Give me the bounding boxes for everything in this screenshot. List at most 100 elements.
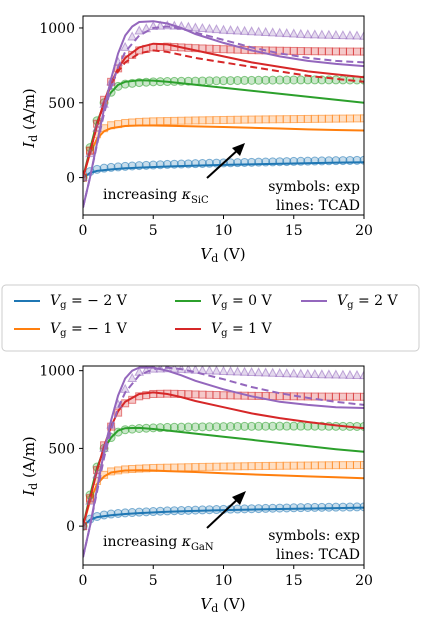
data-marker [246,26,257,36]
note-lines-bottom: lines: TCAD [276,547,360,563]
data-marker [184,463,193,472]
data-marker [191,390,200,399]
data-marker [246,366,257,377]
x-tick-label: 15 [285,223,303,239]
data-marker [253,26,264,36]
data-marker [268,461,277,470]
data-marker [233,421,243,431]
data-marker [211,76,221,86]
data-marker [324,47,333,56]
data-marker [331,392,340,401]
data-marker [288,368,299,378]
data-marker [184,390,193,399]
x-tick-label: 20 [355,223,373,239]
data-marker [204,366,215,375]
note-symbols-top: symbols: exp [268,179,360,195]
chart-bottom: 0 5 10 15 20 0 500 1000 Vd (V) Id (A/m) increa… [20,364,373,615]
data-marker [296,75,306,85]
data-marker [239,25,250,35]
data-marker [275,115,284,124]
data-marker [345,30,355,40]
arrow-bottom [206,491,246,529]
data-marker [247,75,257,85]
data-marker [198,462,207,471]
y-tick-label: 1000 [39,364,75,380]
data-marker [127,31,138,41]
data-marker [225,366,236,376]
data-marker [275,421,285,431]
data-marker [282,461,291,470]
data-marker [345,114,354,123]
data-marker [170,116,179,125]
data-marker [296,47,305,56]
data-marker [303,114,312,123]
data-marker [275,392,284,401]
y-axis-label-bottom: Id (A/m) [20,436,40,497]
data-marker [197,422,207,432]
data-marker [289,46,298,55]
data-marker [352,461,361,470]
series-line [83,25,364,208]
data-marker [205,462,214,471]
series-line [83,124,364,178]
data-marker [226,45,235,54]
series-line [83,42,364,178]
data-marker [324,114,333,123]
x-axis-label-bottom: Vd (V) [200,595,245,615]
data-marker [309,29,320,39]
data-marker [141,23,152,33]
data-marker [170,463,179,472]
data-marker [247,462,256,471]
data-marker [225,25,236,35]
data-marker [352,114,361,123]
data-marker [177,116,186,125]
data-marker [310,47,319,56]
data-marker [85,148,95,158]
data-marker [198,116,207,125]
data-marker [310,461,319,470]
data-marker [310,114,319,123]
data-marker [219,462,228,471]
plot-area-bottom [83,366,364,558]
data-marker [212,391,221,400]
data-marker [177,463,186,472]
y-axis-label-top: Id (A/m) [20,88,40,149]
data-marker [338,461,347,470]
data-marker [268,392,277,401]
data-marker [309,368,320,379]
x-tick-label: 20 [355,573,373,589]
data-marker [317,114,326,123]
y-ticks-top: 0 500 1000 [39,21,83,187]
data-marker [211,366,222,375]
data-marker [267,27,278,37]
data-marker [83,522,87,531]
data-marker [338,392,347,401]
x-tick-label: 15 [285,573,303,589]
data-marker [261,461,270,470]
data-marker [233,115,242,124]
data-marker [352,47,361,56]
data-marker [219,391,228,400]
series-line [83,366,364,558]
data-marker [288,28,299,38]
data-marker [205,116,214,125]
data-marker [240,421,250,431]
data-marker [183,422,193,432]
data-marker [226,422,236,432]
data-marker [218,366,229,375]
data-marker [212,462,221,471]
data-marker [275,461,284,470]
series-line [83,49,364,178]
y-tick-label: 0 [66,519,75,535]
data-marker [303,461,312,470]
data-marker [219,76,228,86]
legend-label: Vg = − 2 V [50,293,128,311]
data-marker [226,76,236,86]
series-line [83,20,364,208]
data-marker [289,115,298,124]
data-marker [219,422,228,432]
legend-label: Vg = 2 V [337,293,399,311]
data-marker [226,391,235,400]
data-marker [352,392,361,401]
data-marker [260,367,271,377]
